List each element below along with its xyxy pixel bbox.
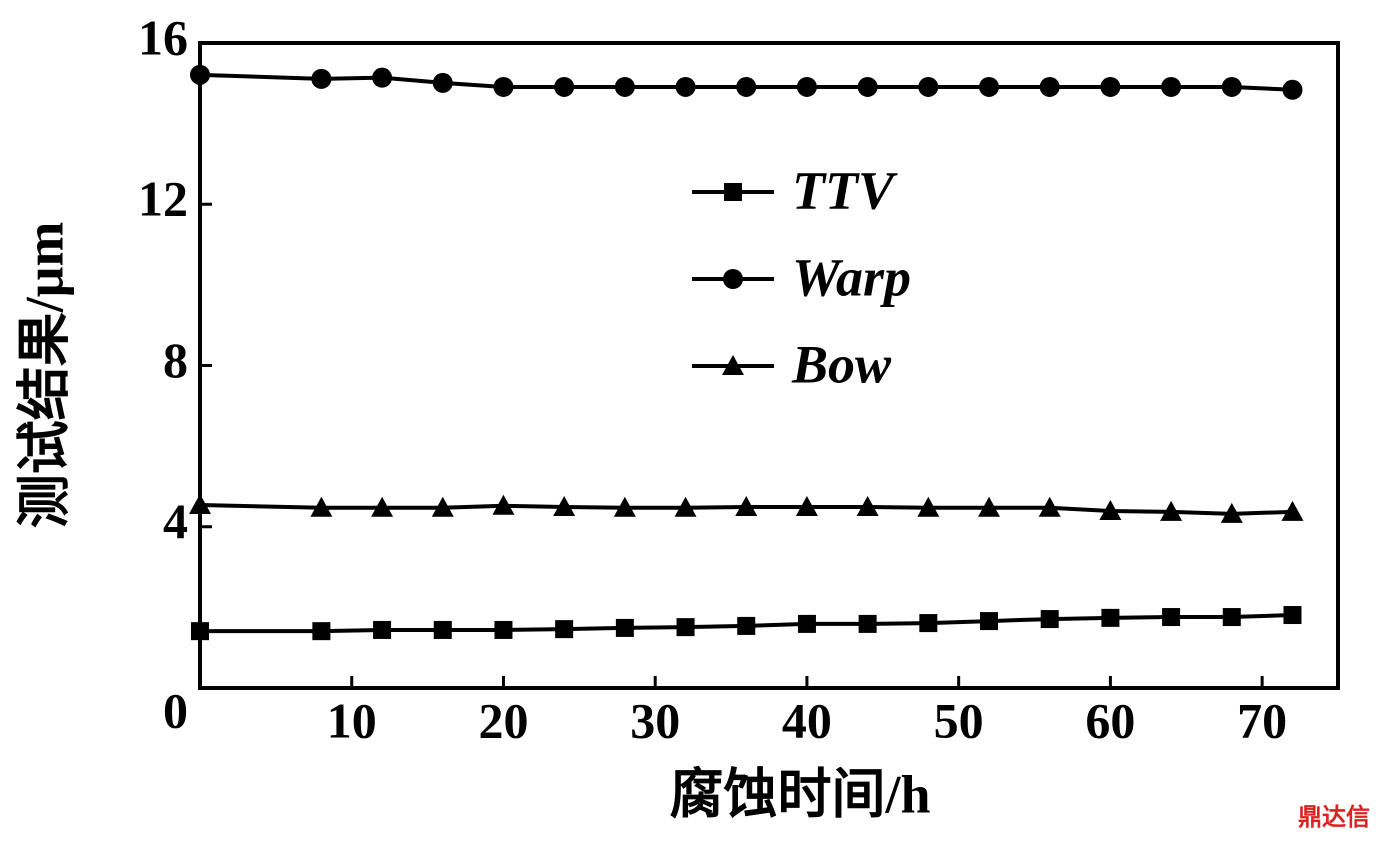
data-point bbox=[1040, 610, 1059, 629]
x-tick-label: 70 bbox=[1237, 692, 1287, 748]
data-point bbox=[917, 496, 940, 517]
data-point bbox=[1039, 76, 1060, 97]
data-point bbox=[1222, 608, 1241, 627]
data-point bbox=[310, 496, 333, 517]
data-point bbox=[191, 622, 209, 641]
legend-label: Warp bbox=[792, 247, 911, 307]
data-point bbox=[1162, 608, 1181, 627]
data-point bbox=[493, 76, 514, 97]
data-point bbox=[189, 493, 211, 514]
data-point bbox=[676, 618, 695, 637]
y-tick-label: 12 bbox=[138, 171, 188, 227]
data-point bbox=[190, 64, 210, 85]
data-point bbox=[431, 496, 454, 517]
watermark: 鼎达信 bbox=[1298, 803, 1370, 831]
data-point bbox=[795, 495, 818, 516]
series-line bbox=[199, 72, 1293, 92]
x-axis-label: 腐蚀时间/h bbox=[669, 764, 930, 824]
data-point bbox=[311, 68, 332, 89]
data-point bbox=[1220, 502, 1243, 523]
data-point bbox=[1282, 79, 1303, 100]
data-point bbox=[674, 496, 697, 517]
data-point bbox=[797, 614, 816, 633]
data-point bbox=[432, 72, 453, 93]
series-line bbox=[200, 613, 1293, 634]
legend-marker bbox=[723, 269, 743, 289]
data-point bbox=[1160, 500, 1183, 521]
data-point bbox=[614, 76, 635, 97]
legend-marker bbox=[724, 183, 742, 201]
data-point bbox=[492, 494, 515, 515]
data-point bbox=[312, 622, 331, 641]
data-point bbox=[737, 616, 756, 635]
series-line bbox=[199, 502, 1293, 516]
y-tick-label: 4 bbox=[163, 493, 188, 549]
data-point bbox=[857, 76, 878, 97]
x-tick-label: 30 bbox=[630, 692, 680, 748]
x-tick-label: 40 bbox=[782, 692, 832, 748]
data-point bbox=[1161, 76, 1182, 97]
data-point bbox=[1281, 500, 1304, 521]
data-point bbox=[978, 496, 1001, 517]
data-point bbox=[796, 76, 817, 97]
legend-marker bbox=[722, 355, 744, 375]
data-point bbox=[615, 618, 634, 637]
data-point bbox=[856, 495, 879, 516]
data-point bbox=[372, 67, 393, 88]
data-point bbox=[554, 76, 575, 97]
data-point bbox=[433, 620, 452, 639]
data-point bbox=[553, 495, 576, 516]
x-tick-label: 60 bbox=[1085, 692, 1135, 748]
data-point bbox=[919, 614, 938, 633]
data-point bbox=[1100, 76, 1121, 97]
x-tick-label: 20 bbox=[478, 692, 528, 748]
data-point bbox=[735, 495, 758, 516]
y-tick-label: 0 bbox=[163, 682, 188, 738]
data-point bbox=[373, 620, 392, 639]
legend-label: Bow bbox=[791, 334, 892, 394]
data-point bbox=[675, 76, 696, 97]
legend-label: TTV bbox=[792, 160, 898, 220]
y-tick-label: 16 bbox=[138, 9, 188, 65]
x-tick-label: 10 bbox=[327, 692, 377, 748]
data-point bbox=[371, 496, 394, 517]
data-point bbox=[613, 496, 636, 517]
data-point bbox=[918, 76, 939, 97]
data-point bbox=[1038, 496, 1061, 517]
y-axis-label: 测试结果/μm bbox=[14, 222, 74, 529]
data-point bbox=[494, 620, 513, 639]
x-tick-label: 50 bbox=[934, 692, 984, 748]
data-point bbox=[1101, 608, 1120, 627]
data-point bbox=[979, 76, 1000, 97]
data-point bbox=[1099, 500, 1122, 521]
data-point bbox=[1283, 606, 1302, 625]
data-point bbox=[555, 620, 574, 639]
data-point bbox=[980, 612, 999, 631]
data-point bbox=[858, 614, 877, 633]
data-point bbox=[1221, 76, 1242, 97]
data-point bbox=[736, 76, 757, 97]
y-tick-label: 8 bbox=[163, 332, 188, 388]
